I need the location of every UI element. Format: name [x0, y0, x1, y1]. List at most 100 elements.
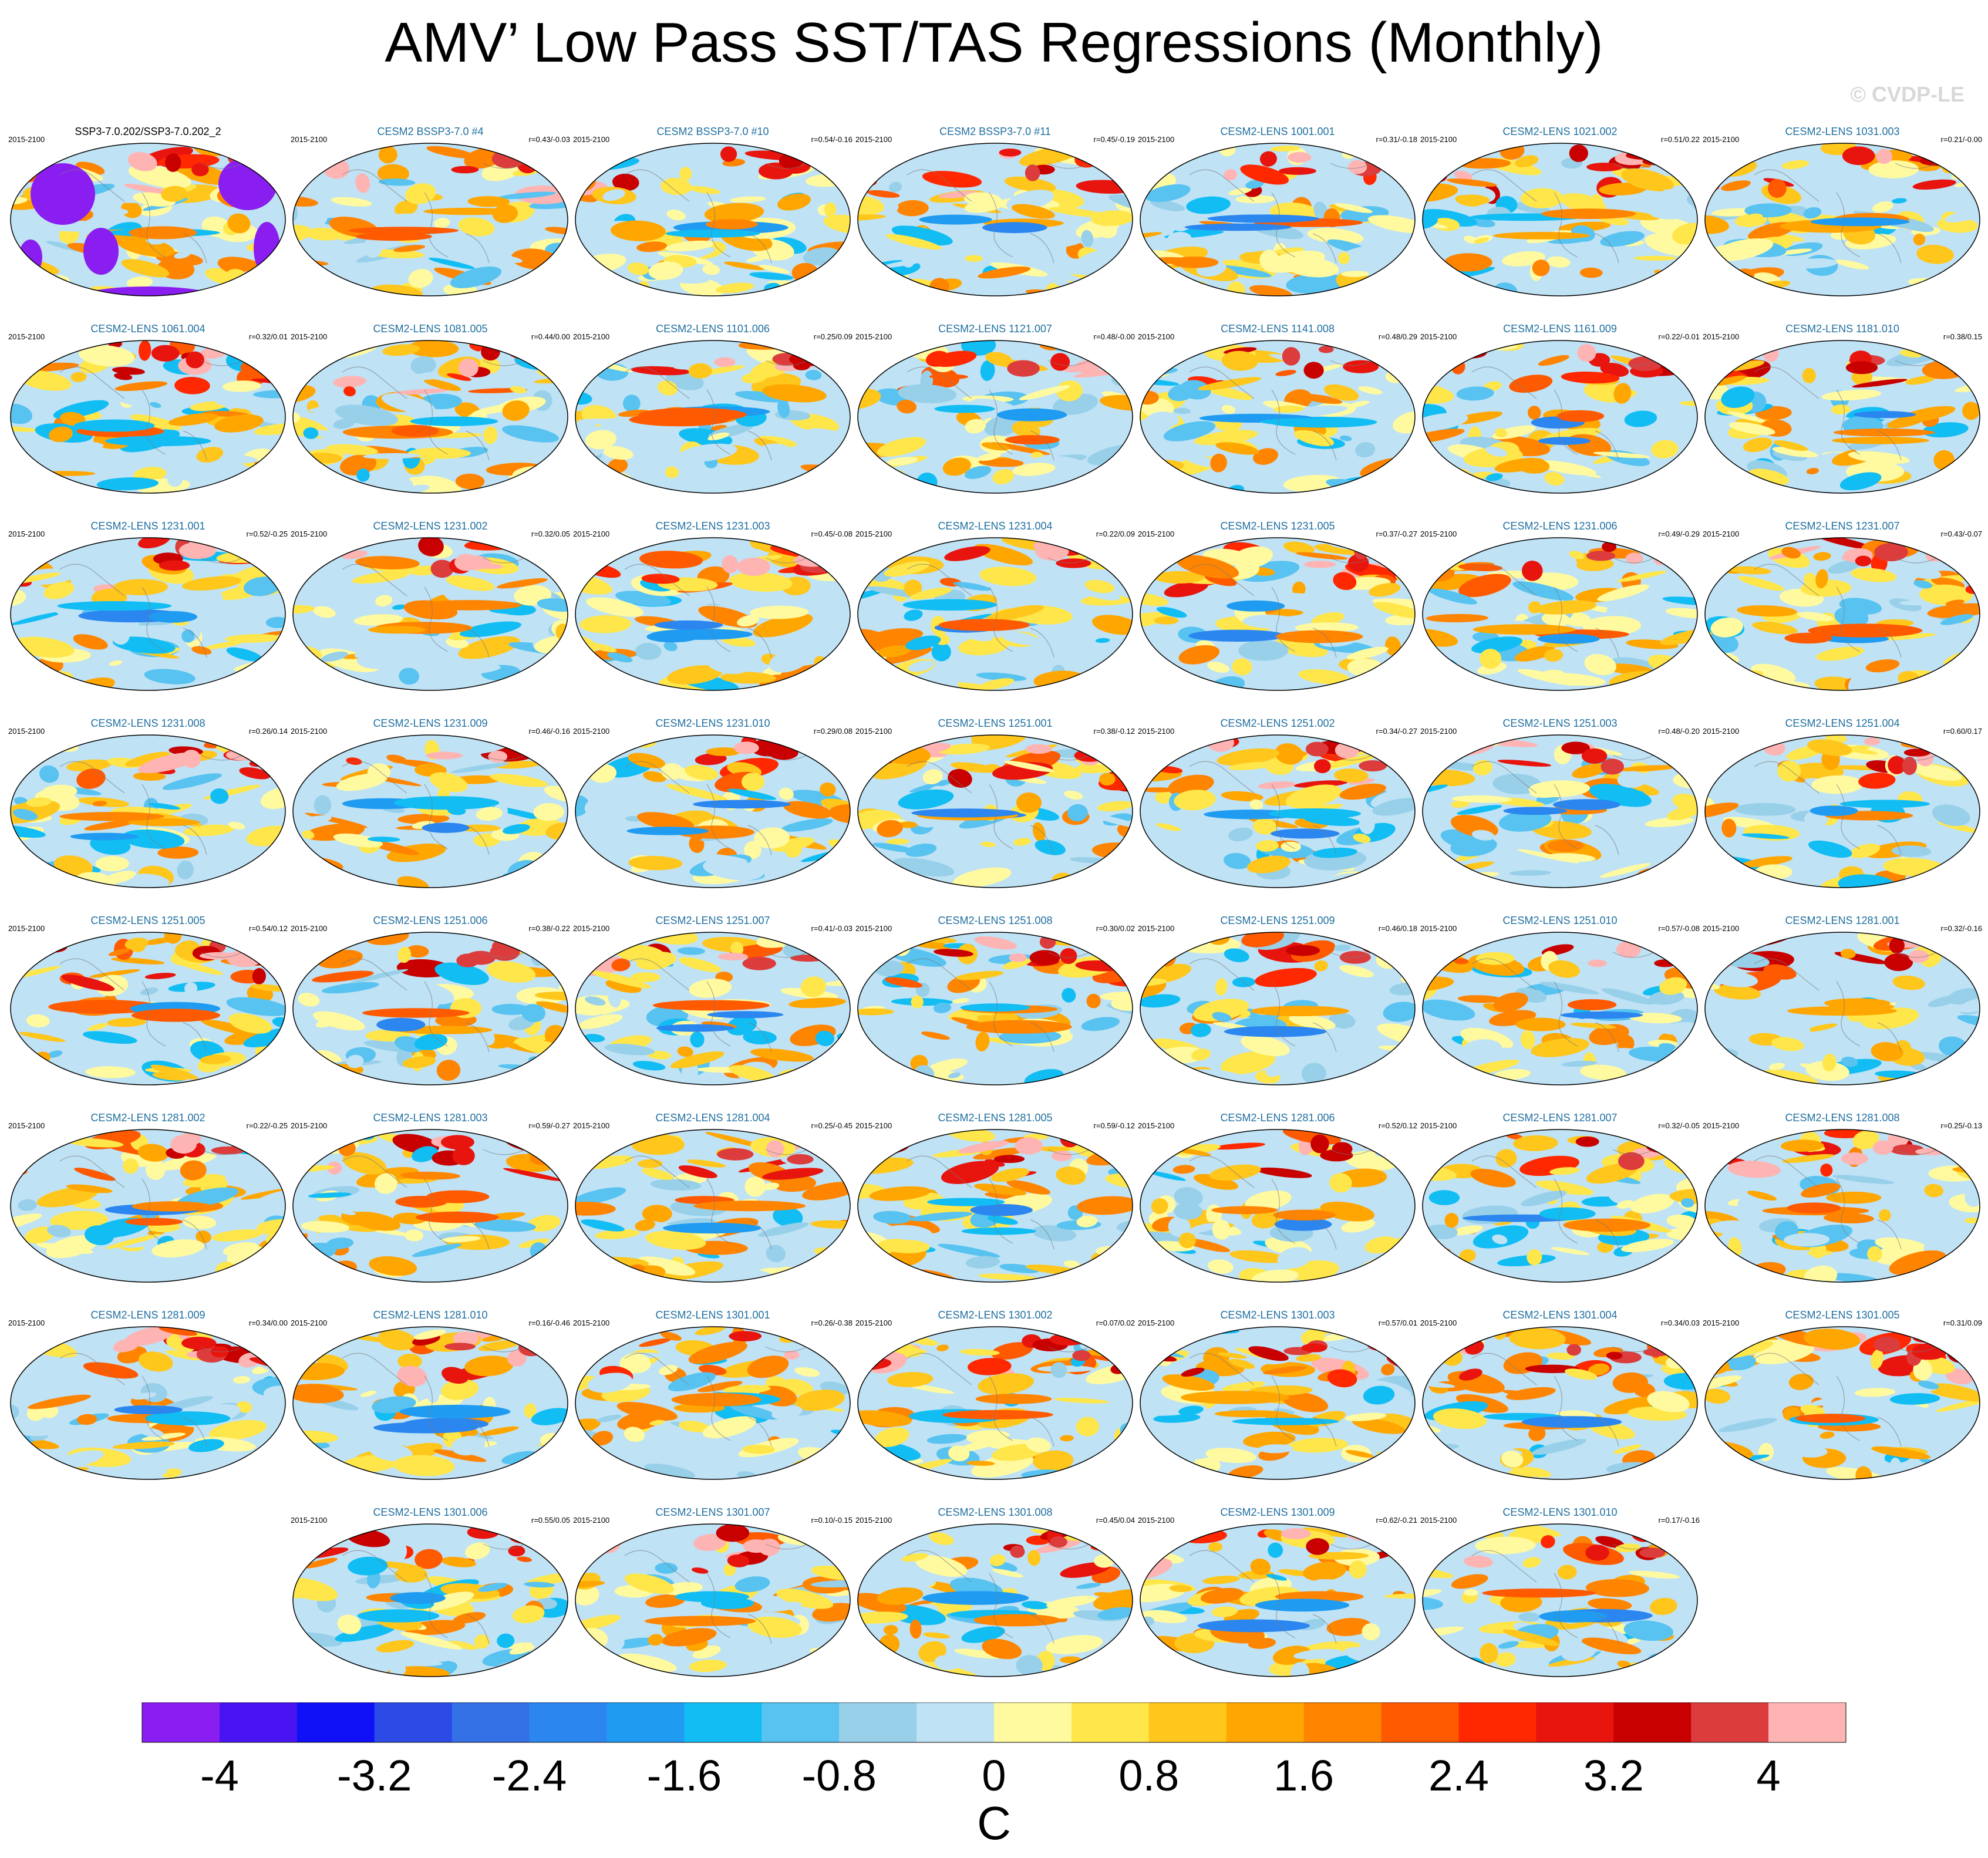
map-plot: [292, 1326, 568, 1480]
colorbar-tick-label: 3.2: [1583, 1751, 1644, 1800]
colorbar-swatch: [1303, 1702, 1382, 1742]
coastlines: [1189, 1146, 1378, 1250]
panel-title: CESM2-LENS 1301.010: [1502, 1506, 1618, 1518]
map-panel: CESM2-LENS 1301.007 2015-2100 r=0.10/-0.15: [572, 1498, 854, 1686]
map-outline: [292, 1129, 568, 1283]
map-plot: [292, 1523, 568, 1677]
panel-correlation: r=0.26/-0.38: [811, 1319, 853, 1327]
map-plot: [857, 1523, 1133, 1677]
coastlines: [907, 751, 1096, 855]
map-plot: [1140, 1523, 1416, 1677]
map-panel: CESM2-LENS 1251.005 2015-2100 r=0.54/0.12: [7, 906, 289, 1094]
map-panel: CESM2-LENS 1231.004 2015-2100 r=0.22/0.09: [854, 512, 1136, 700]
map-field: [858, 735, 1133, 888]
map-plot: [575, 932, 851, 1085]
map-panel: CESM2-LENS 1251.004 2015-2100 r=0.60/0.17: [1701, 709, 1983, 897]
panel-correlation: r=0.32/-0.05: [1658, 1121, 1700, 1130]
coastlines: [59, 160, 248, 264]
map-panel: CESM2-LENS 1231.001 2015-2100 r=0.52/-0.25: [7, 512, 289, 700]
coastlines: [624, 554, 813, 658]
coastlines: [624, 1146, 813, 1250]
map-plot: [575, 1523, 851, 1677]
coastlines: [624, 949, 813, 1053]
map-plot: [10, 1129, 286, 1283]
map-plot: [1704, 1129, 1980, 1283]
coastlines: [59, 554, 248, 658]
map-panel: CESM2-LENS 1101.006 2015-2100 r=0.25/0.09: [572, 315, 854, 503]
map-plot: [857, 340, 1133, 494]
map-plot: [857, 734, 1133, 888]
coastlines: [342, 751, 531, 855]
coastlines: [1754, 751, 1943, 855]
panel-title: CESM2-LENS 1231.007: [1785, 520, 1900, 532]
map-panel: CESM2-LENS 1081.005 2015-2100 r=0.44/0.00: [289, 315, 571, 503]
panel-period: 2015-2100: [1138, 530, 1175, 538]
colorbar-swatch: [1768, 1702, 1847, 1742]
panel-period: 2015-2100: [1420, 727, 1457, 736]
colorbar-swatch: [529, 1702, 607, 1742]
coastlines: [342, 1343, 531, 1447]
panel-period: 2015-2100: [1420, 1516, 1457, 1525]
panel-title: CESM2-LENS 1301.008: [938, 1506, 1053, 1518]
map-field: [11, 1327, 285, 1479]
panel-period: 2015-2100: [8, 727, 45, 736]
map-outline: [857, 340, 1133, 494]
coastlines: [624, 1540, 813, 1644]
map-plot: [1422, 1129, 1698, 1283]
panel-title: CESM2-LENS 1251.002: [1220, 717, 1335, 729]
colorbar-tick-label: -0.8: [801, 1751, 877, 1800]
map-plot: [1422, 932, 1698, 1085]
panel-correlation: r=0.21/-0.00: [1940, 135, 1982, 144]
panel-period: 2015-2100: [855, 1516, 892, 1525]
panel-title: CESM2 BSSP3-7.0 #11: [939, 126, 1051, 137]
panel-period: 2015-2100: [573, 135, 610, 144]
colorbar-tick-label: 0.8: [1118, 1751, 1179, 1800]
panel-correlation: r=0.57/0.01: [1378, 1319, 1417, 1327]
colorbar-swatch: [451, 1702, 530, 1742]
map-field: [858, 1129, 1133, 1282]
coastlines: [907, 1540, 1096, 1644]
map-field: [575, 1129, 850, 1282]
map-panel: CESM2-LENS 1231.006 2015-2100 r=0.49/-0.29: [1419, 512, 1701, 700]
panel-period: 2015-2100: [573, 1319, 610, 1327]
panel-correlation: r=0.48/-0.00: [1093, 332, 1135, 341]
map-field: [858, 143, 1133, 296]
panel-period: 2015-2100: [1138, 135, 1175, 144]
map-field: [858, 1524, 1133, 1677]
map-plot: [1140, 537, 1416, 691]
map-outline: [292, 537, 568, 691]
panel-period: 2015-2100: [573, 332, 610, 341]
map-panel: CESM2-LENS 1251.006 2015-2100 r=0.38/-0.22: [289, 906, 571, 1094]
panel-title: CESM2-LENS 1231.009: [373, 717, 488, 729]
coastlines: [59, 751, 248, 855]
map-panel: CESM2-LENS 1021.002 2015-2100 r=0.51/0.22: [1419, 117, 1701, 305]
panel-period: 2015-2100: [573, 924, 610, 933]
panel-period: 2015-2100: [1703, 1319, 1740, 1327]
map-field: [1140, 1327, 1415, 1479]
panel-correlation: r=0.31/0.09: [1943, 1319, 1982, 1327]
map-plot: [10, 734, 286, 888]
panel-period: 2015-2100: [1420, 1121, 1457, 1130]
panel-correlation: r=0.34/-0.27: [1376, 727, 1417, 736]
panel-correlation: r=0.48/-0.20: [1658, 727, 1700, 736]
coastlines: [59, 1343, 248, 1447]
panel-title: CESM2-LENS 1251.008: [938, 915, 1053, 926]
map-panel: CESM2-LENS 1141.008 2015-2100 r=0.48/0.29: [1137, 315, 1418, 503]
map-panel: CESM2-LENS 1301.003 2015-2100 r=0.57/0.01: [1137, 1301, 1418, 1489]
map-panel: CESM2 BSSP3-7.0 #4 2015-2100 r=0.43/-0.03: [289, 117, 571, 305]
panel-period: 2015-2100: [291, 135, 328, 144]
panel-period: 2015-2100: [573, 530, 610, 538]
panel-correlation: r=0.32/-0.16: [1940, 924, 1982, 933]
panel-title: CESM2-LENS 1301.007: [655, 1506, 770, 1518]
map-field: [575, 932, 850, 1085]
map-plot: [1140, 932, 1416, 1085]
panel-period: 2015-2100: [1420, 135, 1457, 144]
map-plot: [575, 734, 851, 888]
map-outline: [857, 1326, 1133, 1480]
panel-correlation: r=0.25/-0.13: [1940, 1121, 1982, 1130]
coastlines: [1189, 1540, 1378, 1644]
colorbar-swatch: [1691, 1702, 1769, 1742]
map-outline: [10, 537, 286, 691]
map-panel: CESM2-LENS 1281.004 2015-2100 r=0.25/-0.45: [572, 1104, 854, 1292]
panel-title: CESM2-LENS 1281.001: [1785, 915, 1900, 926]
